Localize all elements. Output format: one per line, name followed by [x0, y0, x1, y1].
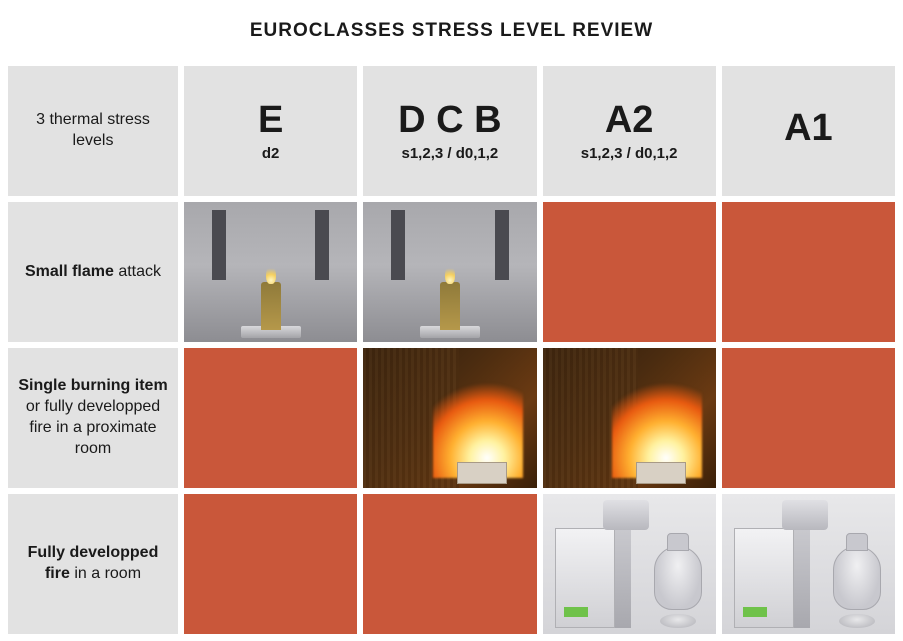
cell-r3-c3-photo-apparatus [543, 494, 716, 634]
col-header-E: E d2 [184, 66, 357, 196]
row-header-label: 3 thermal stress levels [16, 110, 170, 152]
row-label-fullydev: Fully developped fire in a room [8, 494, 178, 634]
row-label-sbi: Single burning item or fully developped … [8, 348, 178, 488]
cell-r1-c3-orange [543, 202, 716, 342]
cell-r2-c2-photo-sbi [363, 348, 536, 488]
row-label-text: Fully developped fire in a room [16, 543, 170, 585]
cell-r2-c1-orange [184, 348, 357, 488]
class-main: A2 [605, 101, 654, 139]
row-header-cell: 3 thermal stress levels [8, 66, 178, 196]
euroclass-table: 3 thermal stress levels E d2 D C B s1,2,… [0, 66, 903, 634]
class-sub: s1,2,3 / d0,1,2 [402, 145, 499, 162]
cell-r1-c2-photo-smallflame [363, 202, 536, 342]
col-header-A2: A2 s1,2,3 / d0,1,2 [543, 66, 716, 196]
class-main: D C B [398, 101, 501, 139]
cell-r3-c1-orange [184, 494, 357, 634]
cell-r3-c2-orange [363, 494, 536, 634]
page-title: EUROCLASSES STRESS LEVEL REVIEW [0, 0, 903, 66]
col-header-DCB: D C B s1,2,3 / d0,1,2 [363, 66, 536, 196]
row-label-smallflame: Small flame attack [8, 202, 178, 342]
class-sub: d2 [262, 145, 280, 162]
cell-r2-c3-photo-sbi [543, 348, 716, 488]
cell-r1-c1-photo-smallflame [184, 202, 357, 342]
cell-r2-c4-orange [722, 348, 895, 488]
class-main: A1 [784, 109, 833, 147]
cell-r3-c4-photo-apparatus [722, 494, 895, 634]
class-main: E [258, 101, 283, 139]
class-sub: s1,2,3 / d0,1,2 [581, 145, 678, 162]
row-label-text: Single burning item or fully developped … [16, 376, 170, 459]
row-label-text: Small flame attack [25, 262, 161, 283]
cell-r1-c4-orange [722, 202, 895, 342]
col-header-A1: A1 [722, 66, 895, 196]
